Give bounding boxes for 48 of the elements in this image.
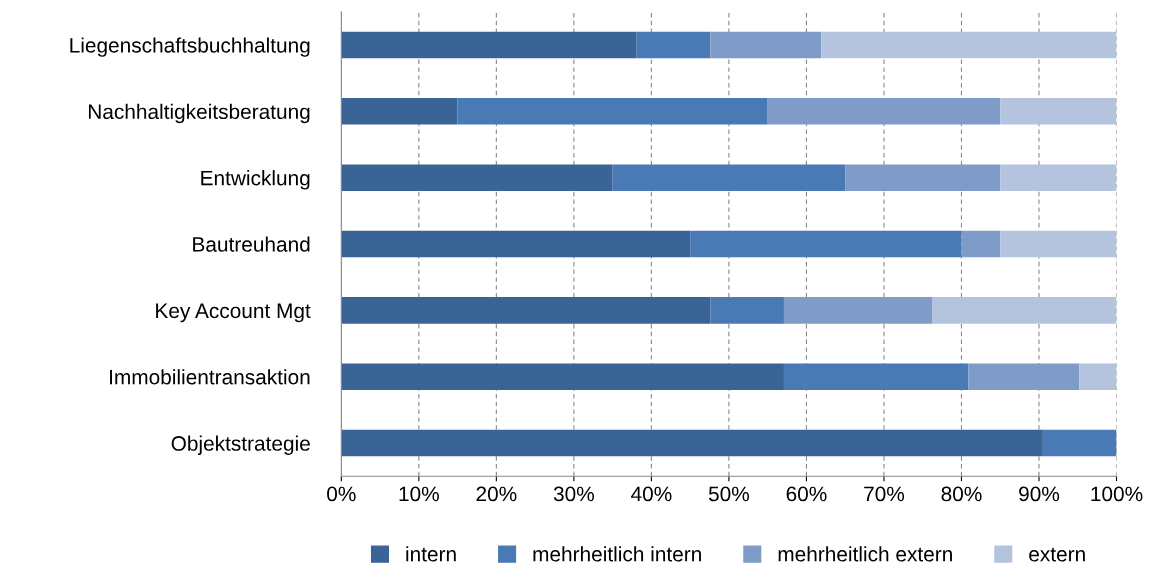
x-tick-label: 50%	[708, 486, 750, 502]
bar	[961, 230, 1001, 258]
x-tick-label: 10%	[399, 486, 439, 502]
bar	[783, 297, 933, 324]
bar	[341, 164, 613, 191]
x-tick-label: 30%	[553, 486, 594, 502]
x-tick-label: 60%	[786, 486, 827, 502]
legend-label: extern	[1029, 547, 1085, 562]
bar	[1079, 363, 1117, 391]
y-tick-label: Key Account Mgt	[156, 303, 311, 323]
bar	[341, 230, 691, 258]
bar	[341, 98, 458, 125]
bar	[636, 31, 711, 59]
legend-label: intern	[406, 546, 456, 562]
bar	[612, 164, 846, 191]
x-tick-label: 40%	[631, 486, 672, 502]
x-tick-label: 0%	[327, 486, 356, 502]
x-tick-label: 90%	[1019, 486, 1060, 502]
bar	[690, 230, 962, 258]
bar	[341, 31, 637, 59]
bar	[710, 31, 822, 59]
legend-label: mehrheitlich extern	[778, 546, 952, 562]
y-tick-label: Liegenschaftsbuchhaltung	[70, 37, 310, 57]
x-tick-label: 80%	[941, 486, 982, 502]
bar	[1000, 164, 1117, 191]
y-tick-label: Entwicklung	[201, 170, 310, 190]
y-tick-label: Nachhaltigkeitsberatung	[88, 103, 310, 124]
bar	[821, 31, 1117, 59]
bar	[341, 429, 1043, 457]
bar	[1000, 230, 1117, 258]
legend-label: mehrheitlich intern	[533, 546, 701, 562]
x-tick-label: 70%	[864, 486, 905, 502]
bar	[767, 98, 1001, 125]
bar	[341, 297, 711, 324]
bar	[1042, 429, 1117, 457]
bar	[968, 363, 1080, 391]
bar	[783, 363, 969, 391]
y-tick-label: Bautreuhand	[193, 236, 310, 252]
bar	[710, 297, 784, 324]
x-tick-label: 100%	[1091, 486, 1143, 502]
bar	[845, 164, 1001, 191]
y-tick-label: Immobilientransaktion	[110, 369, 310, 385]
bar	[341, 363, 784, 391]
y-tick-label: Objektstrategie	[171, 435, 310, 455]
x-tick-label: 20%	[476, 486, 517, 502]
bar	[932, 297, 1117, 324]
bar	[1000, 98, 1117, 125]
bar	[457, 98, 768, 125]
